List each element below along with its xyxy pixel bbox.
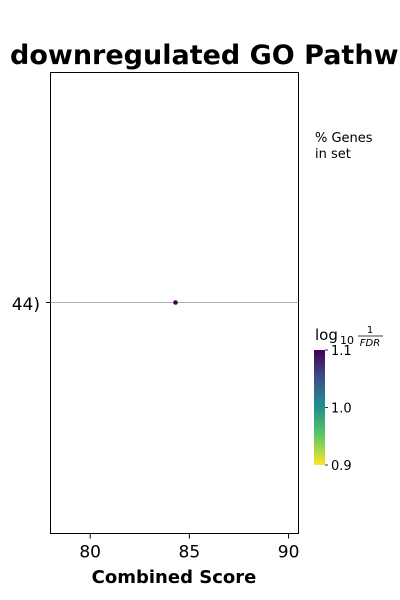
colorbar-ticks: 1.1 1.0 0.9 [325, 344, 352, 474]
colorbar [314, 350, 325, 465]
colorbar-tick-label: 0.9 [331, 459, 352, 474]
x-tick-label: 85 [179, 543, 201, 563]
colorbar-tick-label: 1.1 [331, 344, 352, 359]
data-point [173, 300, 178, 305]
chart-title: downregulated GO Pathw [10, 40, 399, 71]
size-legend-title-line1: % Genes [315, 131, 373, 146]
colorbar-label-sub: 10 [340, 334, 354, 347]
colorbar-tick-label: 1.0 [331, 402, 352, 417]
x-tick-label: 90 [278, 543, 300, 563]
size-legend-title-line2: in set [315, 147, 351, 162]
x-axis-label: Combined Score [92, 567, 257, 588]
x-tick-label: 80 [79, 543, 101, 563]
y-tick-label: 44) [12, 295, 40, 315]
colorbar-label-den: FDR [360, 338, 380, 349]
colorbar-label-log: log [315, 326, 338, 344]
x-ticks: 80 85 90 [79, 533, 300, 563]
colorbar-label: log 10 1 FDR [315, 325, 383, 349]
colorbar-label-num: 1 [367, 325, 373, 336]
points-layer [173, 300, 178, 305]
